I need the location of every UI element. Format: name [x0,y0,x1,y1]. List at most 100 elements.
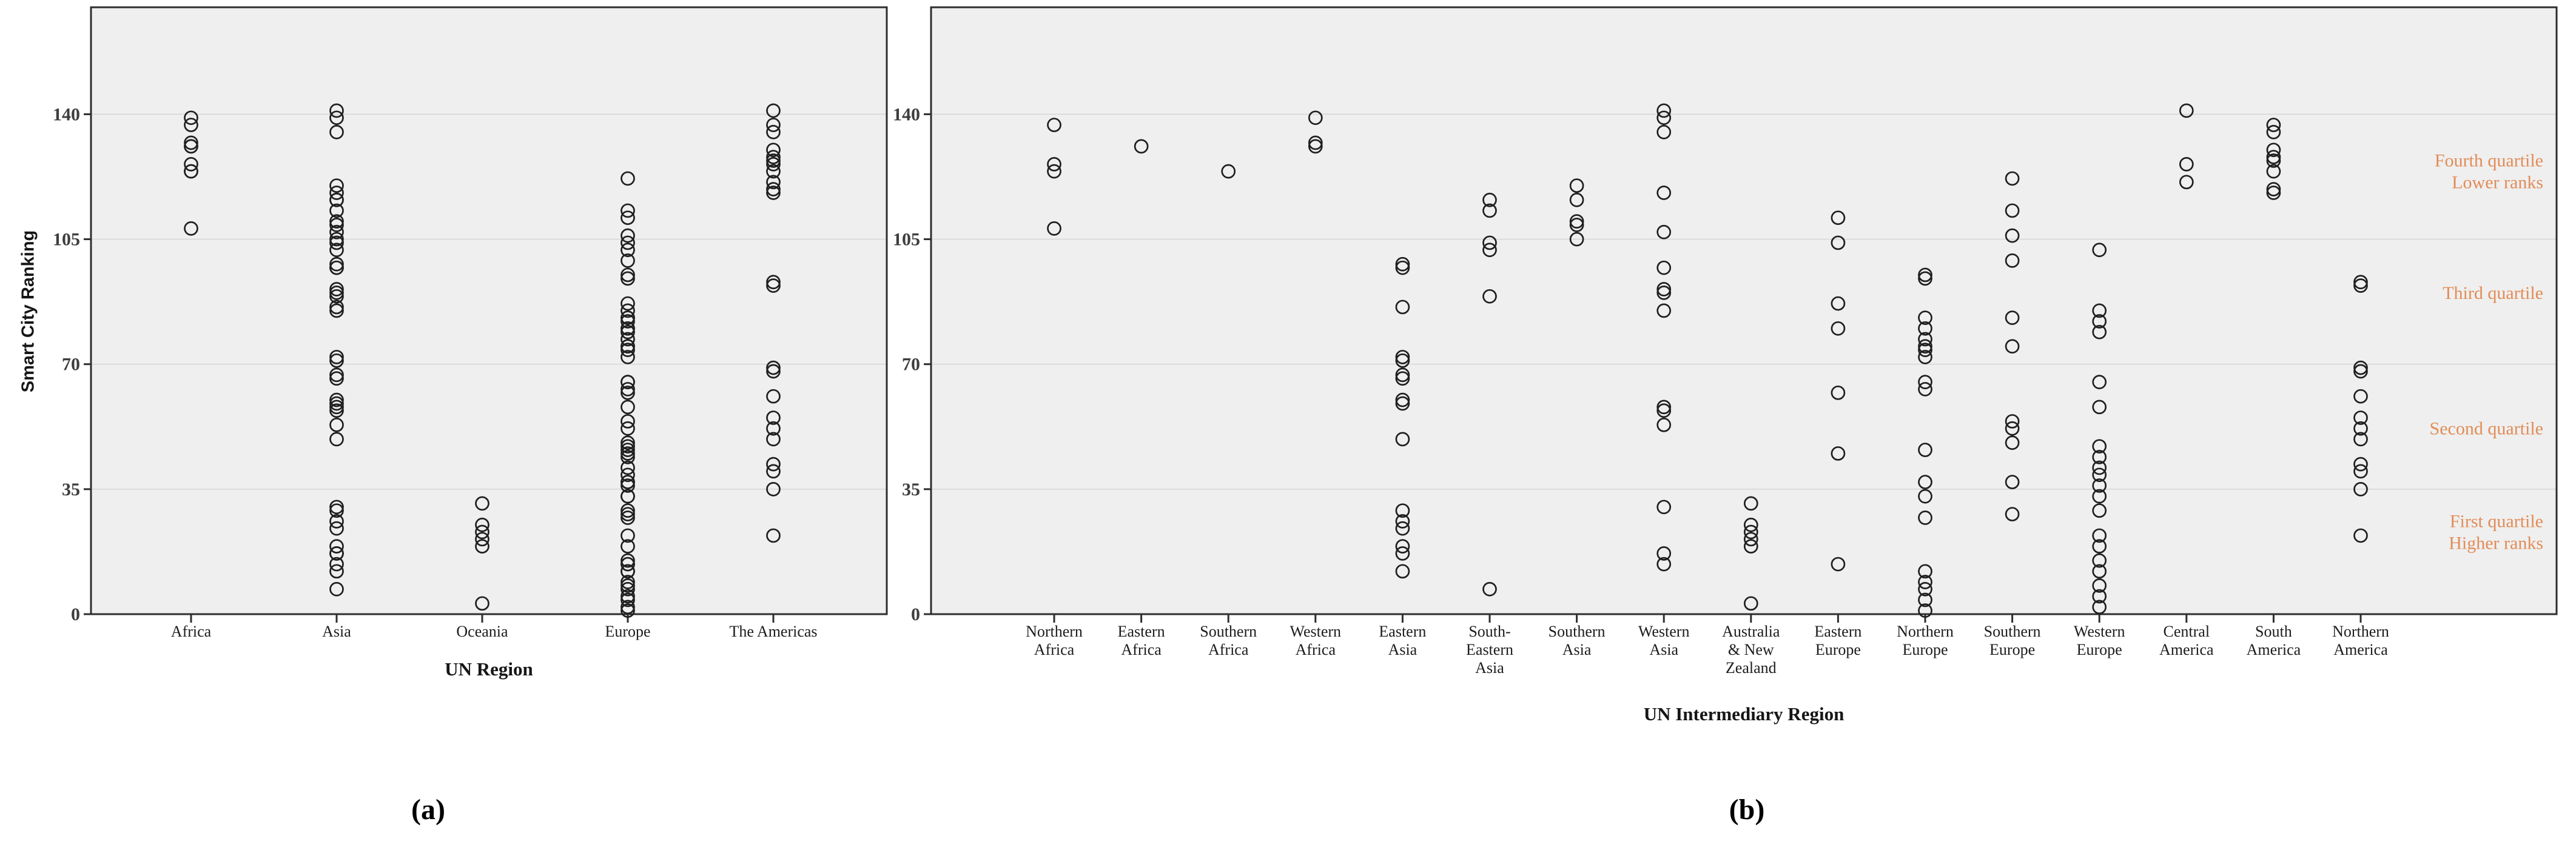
category-label-western-africa: Western Africa [1290,623,1342,658]
plot-area-b [931,7,2557,614]
data-point [766,278,781,293]
data-point [475,517,489,532]
data-point [1656,500,1672,515]
data-point [2266,164,2281,179]
data-point [2266,125,2281,139]
data-point [1831,557,1846,572]
category-label-eastern-africa: Eastern Africa [1118,623,1165,658]
plot-frame-b [930,6,2558,615]
data-point [329,539,344,554]
category-label-africa: Africa [171,623,212,640]
data-point [620,564,635,579]
data-point [1308,139,1323,154]
data-point [1308,135,1323,150]
subfigure-caption-a: (a) [411,794,445,826]
panel-b-plot: 0 35 70 105 140 Northern Africa Eastern Africa So… [893,6,2558,677]
category-label-the-americas: The Americas [729,623,817,640]
data-point [475,539,489,554]
data-point [1743,496,1758,511]
data-point [2005,507,2020,521]
data-point [620,228,635,243]
data-point [1831,321,1846,336]
data-point [620,449,635,464]
data-point [1831,235,1846,250]
data-point [1831,210,1846,226]
data-point [1656,403,1672,418]
data-point [620,171,635,186]
data-point [620,414,635,429]
points-oceania [475,496,489,611]
y-tick-label-105: 105 [53,230,80,250]
data-point [1918,375,1932,390]
data-point [620,385,635,400]
data-point [329,400,344,415]
data-point [1395,367,1410,383]
data-point [620,435,635,450]
data-point [1831,296,1846,311]
category-label-northern-africa: Northern Africa [1026,623,1083,658]
data-point [1395,432,1410,447]
data-point [766,421,781,436]
data-point [2092,564,2107,579]
data-point [2353,278,2368,293]
data-point [620,324,635,340]
data-point [2266,150,2281,164]
points-northern-europe [1918,267,1932,618]
plot-frame-a [90,6,888,615]
data-point [766,464,781,479]
data-point [1482,203,1497,218]
points-europe [620,171,635,618]
data-point [2179,103,2194,118]
category-label-south-america: South America [2247,623,2301,658]
data-point [620,310,635,325]
data-point [2092,314,2107,329]
data-point [766,182,781,196]
data-point [329,186,344,200]
data-point [766,364,781,379]
data-point [329,353,344,368]
data-point [620,253,635,268]
data-point [620,375,635,390]
data-point [2092,449,2107,464]
data-point [766,186,781,200]
annotation-fourth-quartile: Fourth quartile Lower ranks [2435,151,2543,193]
category-label-southern-asia: Southern Asia [1549,623,1606,658]
data-point [1918,350,1932,364]
plot-area-a [91,7,887,614]
category-label-western-europe: Western Europe [2074,623,2125,658]
x-axis-title-panel-b: UN Intermediary Region [1643,703,1845,725]
data-point [2179,157,2194,172]
data-point [2005,435,2020,450]
points-southern-africa [1221,164,1236,179]
data-point [1221,164,1236,179]
data-point [1918,603,1932,618]
data-point [620,271,635,286]
data-point [1918,271,1932,286]
data-point [620,446,635,461]
data-point [329,256,344,272]
data-point [620,235,635,250]
data-point [766,164,781,179]
points-australia-new-zealand [1743,496,1758,611]
data-point [1569,178,1584,193]
data-point [329,110,344,125]
data-point [1656,110,1672,125]
data-point [620,439,635,454]
data-point [329,232,344,247]
data-point [329,396,344,411]
data-point [620,553,635,568]
data-point [1656,557,1672,572]
data-point [2266,186,2281,200]
data-point [1482,192,1497,207]
y-tick-label-105: 105 [893,230,920,250]
points-asia [329,103,344,597]
data-point [184,139,198,154]
data-point [1395,521,1410,536]
data-point [184,118,198,132]
y-tick-label-70: 70 [62,355,80,375]
data-point [1482,235,1497,250]
data-point [766,410,781,425]
data-point [2266,153,2281,168]
data-point [2005,421,2020,436]
data-point [1918,575,1932,589]
